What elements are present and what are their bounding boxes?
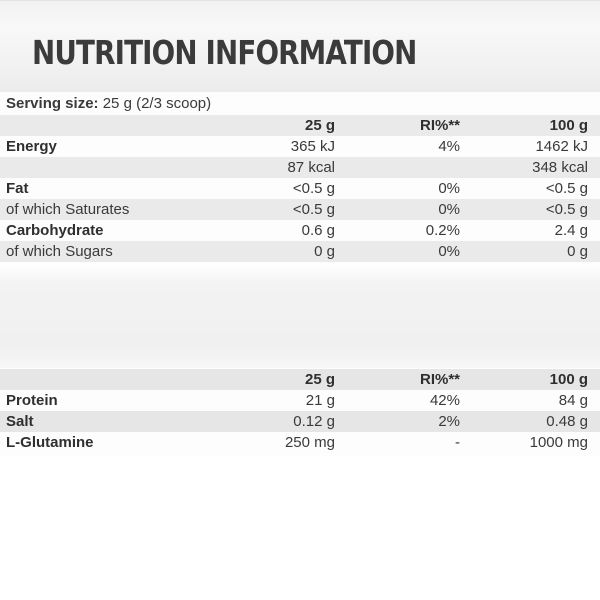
table1-col-ri: RI%** bbox=[419, 117, 460, 134]
table2-col-ri: RI%** bbox=[419, 371, 460, 388]
table2-col-25g: 25 g bbox=[304, 371, 335, 388]
row-value-100g: 0.48 g bbox=[546, 413, 588, 430]
table1-col-25g: 25 g bbox=[304, 117, 335, 134]
table2-col-100g: 100 g bbox=[549, 371, 588, 388]
row-label: Energy bbox=[6, 138, 57, 155]
row-value-100g: <0.5 g bbox=[545, 201, 588, 218]
row-label: of which Saturates bbox=[6, 201, 130, 218]
row-value-25g: 250 mg bbox=[284, 434, 335, 451]
row-value-25g: 21 g bbox=[305, 392, 335, 409]
row-value-ri: 0% bbox=[438, 243, 460, 260]
title-band bbox=[0, 0, 600, 93]
table-row: Protein 21 g 42% 84 g bbox=[0, 390, 600, 411]
row-value-ri: 4% bbox=[438, 138, 460, 155]
page-title: NUTRITION INFORMATION bbox=[32, 33, 417, 72]
row-value-25g: 0.12 g bbox=[293, 413, 335, 430]
table-row: of which Saturates <0.5 g 0% <0.5 g bbox=[0, 199, 600, 220]
row-value-25g: 0 g bbox=[314, 243, 335, 260]
table-row: 87 kcal 348 kcal bbox=[0, 157, 600, 178]
table1-col-100g: 100 g bbox=[549, 117, 588, 134]
table-row: of which Sugars 0 g 0% 0 g bbox=[0, 241, 600, 262]
row-value-25g: <0.5 g bbox=[292, 201, 335, 218]
row-value-25g: <0.5 g bbox=[292, 180, 335, 197]
serving-size: Serving size: 25 g (2/3 scoop) bbox=[6, 93, 211, 114]
row-value-ri: 42% bbox=[429, 392, 460, 409]
table1-header-row: 25 g RI%** 100 g bbox=[0, 115, 600, 136]
serving-size-value: 25 g (2/3 scoop) bbox=[102, 95, 212, 112]
row-value-25g: 87 kcal bbox=[287, 159, 335, 176]
row-value-ri: 0.2% bbox=[425, 222, 460, 239]
row-label: Protein bbox=[6, 392, 58, 409]
table-row: L-Glutamine 250 mg - 1000 mg bbox=[0, 432, 600, 453]
row-value-100g: 2.4 g bbox=[554, 222, 588, 239]
serving-size-label: Serving size: bbox=[6, 95, 99, 112]
row-value-25g: 0.6 g bbox=[301, 222, 335, 239]
row-value-100g: 0 g bbox=[567, 243, 588, 260]
row-value-ri: 2% bbox=[438, 413, 460, 430]
table-row: Energy 365 kJ 4% 1462 kJ bbox=[0, 136, 600, 157]
row-value-ri: - bbox=[455, 434, 460, 451]
table-row: Fat <0.5 g 0% <0.5 g bbox=[0, 178, 600, 199]
row-value-ri: 0% bbox=[438, 201, 460, 218]
row-value-ri: 0% bbox=[438, 180, 460, 197]
table2-header-row: 25 g RI%** 100 g bbox=[0, 369, 600, 390]
section-divider bbox=[0, 264, 600, 368]
row-value-100g: 348 kcal bbox=[532, 159, 588, 176]
row-value-100g: 1000 mg bbox=[529, 434, 588, 451]
row-label: Salt bbox=[6, 413, 34, 430]
row-value-100g: <0.5 g bbox=[545, 180, 588, 197]
row-label: L-Glutamine bbox=[6, 434, 94, 451]
row-label: of which Sugars bbox=[6, 243, 113, 260]
row-value-100g: 84 g bbox=[558, 392, 588, 409]
row-value-100g: 1462 kJ bbox=[535, 138, 588, 155]
table-row: Salt 0.12 g 2% 0.48 g bbox=[0, 411, 600, 432]
row-label: Carbohydrate bbox=[6, 222, 104, 239]
row-label: Fat bbox=[6, 180, 29, 197]
table-row: Carbohydrate 0.6 g 0.2% 2.4 g bbox=[0, 220, 600, 241]
row-value-25g: 365 kJ bbox=[290, 138, 335, 155]
